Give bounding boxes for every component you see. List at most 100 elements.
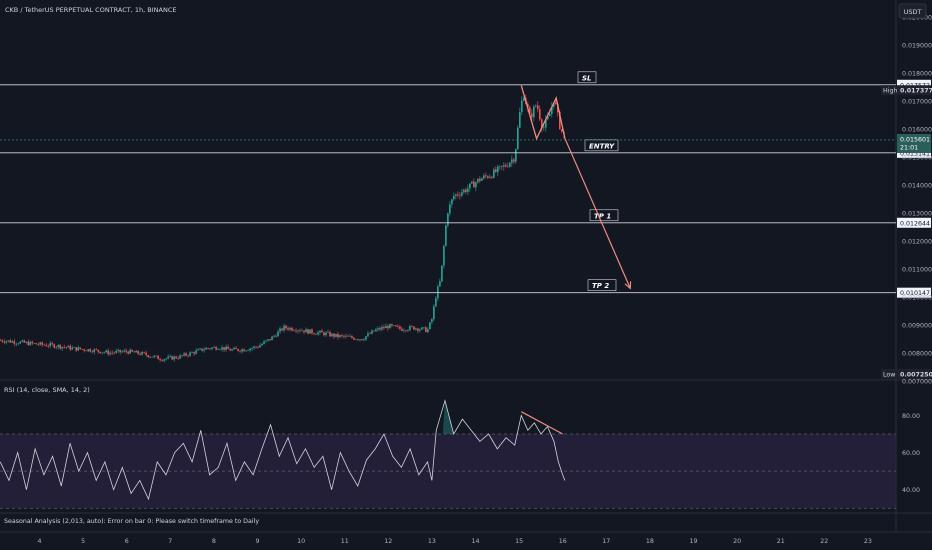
candle-body [313,333,315,335]
candle-body [143,352,145,353]
candle-body [495,169,497,172]
candle-body [3,341,6,343]
candle-body [443,245,445,266]
level-label-box [587,279,617,291]
candle-body [225,346,227,350]
candle-body [473,181,475,188]
candle-body [179,355,181,359]
candle-body [227,346,229,349]
candle-body [395,325,397,327]
projection-arrow-head [624,281,632,290]
candle-body [163,359,165,361]
marker-price: 0.007250 [900,371,932,378]
candle-body [235,347,237,350]
candle-body [291,327,293,331]
candle-body [191,352,193,353]
candle-body [501,165,503,167]
candle-body [413,326,415,330]
candle-body [403,330,405,332]
candle-body [167,356,169,359]
chart-title: CKB / TetherUS PERPETUAL CONTRACT, 1h, B… [5,6,176,14]
price-tick-label: 0.018000 [902,70,932,77]
candle-body [327,332,329,333]
candle-body [229,348,231,351]
candle-body [75,347,77,351]
candle-body [49,343,52,347]
candle-body [415,328,417,330]
candle-body [273,335,275,337]
candle-body [305,329,307,333]
time-tick-label: 18 [646,538,654,545]
currency-button[interactable] [898,3,927,19]
candle-body [209,348,211,350]
candle-body [83,349,85,351]
candle-body [105,350,107,353]
candle-body [189,352,191,356]
candle-body [517,127,519,150]
candle-body [25,341,28,343]
candle-body [315,334,317,335]
candle-body [365,336,367,340]
candle-body [53,344,56,348]
candle-body [523,98,525,101]
price-tick-label: 0.011000 [902,266,932,273]
candle-body [219,349,221,351]
candle-body [187,355,189,357]
candle-body [389,324,391,329]
candle-body [467,188,469,192]
candle-body [199,348,201,350]
candles [0,94,565,363]
candle-body [23,340,26,343]
countdown-label: 21:01 [900,144,918,151]
candle-body [93,349,95,353]
price-tick-label: 0.008000 [902,350,932,357]
level-label: TP 1 [594,212,611,220]
candle-body [345,335,347,337]
candle-body [343,335,345,337]
candle-body [373,330,375,332]
candle-body [311,329,313,334]
price-tick-label: 0.014000 [902,182,932,189]
candle-body [475,182,477,188]
candle-body [297,330,299,332]
candle-body [85,350,87,352]
candle-body [277,331,279,337]
currency-label: USDT [904,8,922,16]
candle-body [537,105,539,110]
candle-body [97,349,99,352]
candle-body [63,346,66,348]
candle-body [425,327,427,333]
candle-body [511,159,513,163]
level-label: SL [582,74,592,82]
candle-body [107,350,109,355]
candle-body [417,328,419,331]
marker-box [881,85,931,96]
candle-body [457,194,459,196]
candle-body [405,330,407,332]
candle-body [533,106,535,118]
candle-body [39,342,42,345]
candle-body [155,355,157,357]
candle-body [445,225,447,246]
candle-body [371,330,373,334]
candle-body [271,336,273,341]
footer-message: Seasonal Analysis (2,013, auto): Error o… [4,518,259,525]
candle-body [423,327,425,328]
time-tick-label: 23 [864,538,872,545]
candle-body [243,349,245,352]
candle-body [359,339,361,340]
time-tick-label: 14 [471,538,479,545]
rsi-tick-label: 60.00 [902,450,920,457]
candle-body [239,350,241,352]
candle-body [121,351,123,353]
candle-body [247,350,249,351]
candle-body [471,181,473,184]
candle-body [319,330,321,333]
time-tick-label: 5 [81,538,85,545]
candle-body [165,358,167,360]
candle-body [263,341,265,344]
candle-body [101,352,103,354]
candle-body [407,330,409,331]
